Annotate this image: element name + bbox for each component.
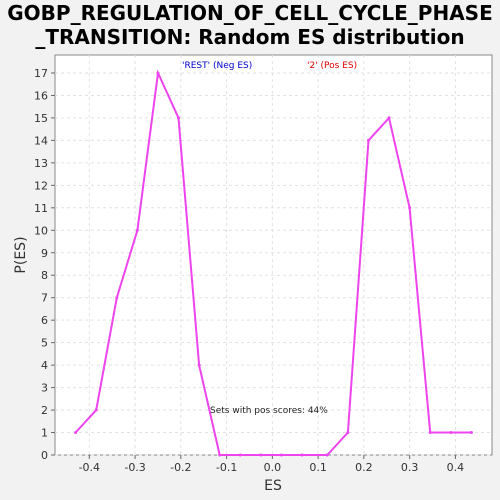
- plot-area: [54, 54, 493, 456]
- data-point: [300, 453, 304, 457]
- y-tick-label: 8: [41, 269, 48, 282]
- series-group: [74, 69, 473, 457]
- data-point: [325, 453, 329, 457]
- y-tick-label: 6: [41, 314, 48, 327]
- x-tick-label: -0.4: [79, 461, 100, 474]
- y-tick-label: 14: [34, 134, 48, 147]
- y-tick-label: 16: [34, 89, 48, 102]
- data-point: [94, 408, 98, 412]
- data-point: [259, 453, 263, 457]
- y-tick-label: 11: [34, 202, 48, 215]
- chart-title-line-2: _TRANSITION: Random ES distribution: [35, 25, 464, 49]
- data-point: [408, 206, 412, 210]
- x-tick-label: -0.1: [216, 461, 237, 474]
- data-point: [469, 431, 473, 435]
- data-point: [74, 431, 78, 435]
- data-point: [156, 71, 160, 75]
- data-point: [238, 453, 242, 457]
- y-tick-label: 2: [41, 404, 48, 417]
- x-tick-label: 0.1: [309, 461, 327, 474]
- series-line: [74, 69, 472, 456]
- y-tick-label: 0: [41, 449, 48, 462]
- data-point: [197, 363, 201, 367]
- chart-title-line-1: GOBP_REGULATION_OF_CELL_CYCLE_PHASE: [7, 1, 493, 25]
- legend-neg-es: 'REST' (Neg ES): [182, 61, 252, 71]
- y-tick-label: 17: [34, 67, 48, 80]
- y-tick-label: 3: [41, 382, 48, 395]
- x-tick-label: 0.2: [355, 461, 373, 474]
- x-tick-label: 0.4: [447, 461, 465, 474]
- y-tick-label: 7: [41, 292, 48, 305]
- y-tick-label: 5: [41, 337, 48, 350]
- y-axis-label: P(ES): [13, 236, 29, 273]
- y-tick-label: 12: [34, 179, 48, 192]
- data-point: [218, 453, 222, 457]
- x-tick-label: 0.0: [264, 461, 282, 474]
- x-tick-label: -0.3: [124, 461, 145, 474]
- data-point: [366, 138, 370, 142]
- x-tick-label: 0.3: [401, 461, 419, 474]
- data-point: [346, 431, 350, 435]
- data-point: [115, 296, 119, 300]
- y-tick-label: 9: [41, 247, 48, 260]
- y-tick-label: 10: [34, 224, 48, 237]
- y-tick-label: 4: [41, 359, 48, 372]
- legend-pos-es: '2' (Pos ES): [307, 61, 357, 71]
- data-point: [387, 116, 391, 120]
- grid-lines: [55, 55, 492, 456]
- data-point: [280, 453, 284, 457]
- data-point: [135, 228, 139, 232]
- y-tick-label: 15: [34, 112, 48, 125]
- y-tick-label: 1: [41, 427, 48, 440]
- y-tick-label: 13: [34, 157, 48, 170]
- pos-score-annotation: Sets with pos scores: 44%: [210, 406, 328, 416]
- data-point: [428, 431, 432, 435]
- x-tick-label: -0.2: [170, 461, 191, 474]
- x-axis-label: ES: [264, 478, 282, 494]
- data-point: [177, 116, 181, 120]
- data-point: [449, 431, 453, 435]
